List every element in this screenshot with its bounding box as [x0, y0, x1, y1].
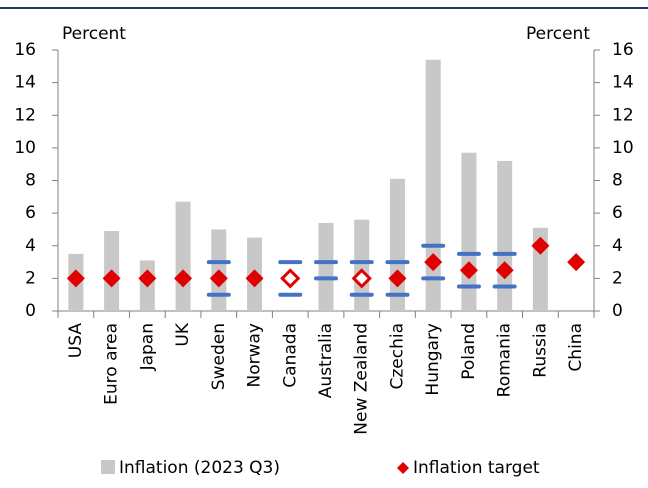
bar: [175, 201, 191, 311]
x-tick-label: Norway: [245, 323, 265, 388]
y2-tick-label: 12: [612, 105, 634, 125]
bar: [425, 59, 441, 311]
y-tick-label: 2: [25, 268, 36, 288]
x-tick-label: Czechia: [387, 323, 407, 390]
y2-tick-label: 4: [612, 236, 623, 256]
target-marker: [531, 236, 550, 255]
y-tick-label: 0: [25, 301, 36, 321]
x-tick-label: Canada: [280, 323, 300, 388]
x-tick-label: Russia: [530, 323, 550, 378]
target-marker: [280, 268, 301, 289]
x-tick-label: UK: [173, 322, 193, 346]
target-marker: [351, 268, 372, 289]
target-marker: [567, 253, 586, 272]
y2-axis-label: Percent: [526, 24, 590, 44]
y-tick-label: 12: [14, 105, 36, 125]
target-marker: [424, 253, 443, 272]
target-marker: [245, 269, 264, 288]
x-tick-label: Poland: [459, 323, 479, 380]
target-marker: [102, 269, 121, 288]
bar: [318, 222, 334, 311]
x-tick-label: Sweden: [209, 323, 229, 390]
y2-tick-label: 8: [612, 171, 623, 191]
target-marker: [459, 261, 478, 280]
y2-tick-label: 6: [612, 203, 623, 223]
x-tick-label: New Zealand: [352, 323, 372, 435]
target-marker: [209, 269, 228, 288]
target-marker: [174, 269, 193, 288]
x-tick-label: Japan: [137, 323, 157, 371]
target-marker: [495, 261, 514, 280]
y-tick-label: 16: [14, 40, 36, 60]
y2-tick-label: 0: [612, 301, 623, 321]
legend-label: Inflation (2023 Q3): [119, 458, 280, 478]
x-tick-label: USA: [66, 323, 86, 359]
target-marker: [138, 269, 157, 288]
y2-tick-label: 14: [612, 73, 634, 93]
y2-tick-label: 2: [612, 268, 623, 288]
bar: [389, 178, 405, 311]
y2-tick-label: 16: [612, 40, 634, 60]
x-tick-label: China: [566, 323, 586, 372]
target-marker: [66, 269, 85, 288]
y-tick-label: 8: [25, 171, 36, 191]
y2-tick-label: 10: [612, 138, 634, 158]
legend-swatch: [101, 460, 115, 474]
target-marker: [388, 269, 407, 288]
x-tick-label: Euro area: [102, 323, 122, 405]
x-tick-label: Romania: [495, 323, 515, 397]
y-axis-label: Percent: [62, 24, 126, 44]
y-tick-label: 14: [14, 73, 36, 93]
y-tick-label: 4: [25, 236, 36, 256]
x-tick-label: Hungary: [423, 323, 443, 396]
x-tick-label: Australia: [316, 323, 336, 398]
legend-label: Inflation target: [413, 458, 540, 478]
bar: [354, 219, 370, 311]
y-tick-label: 10: [14, 138, 36, 158]
legend-swatch: [397, 462, 409, 474]
y-tick-label: 6: [25, 203, 36, 223]
